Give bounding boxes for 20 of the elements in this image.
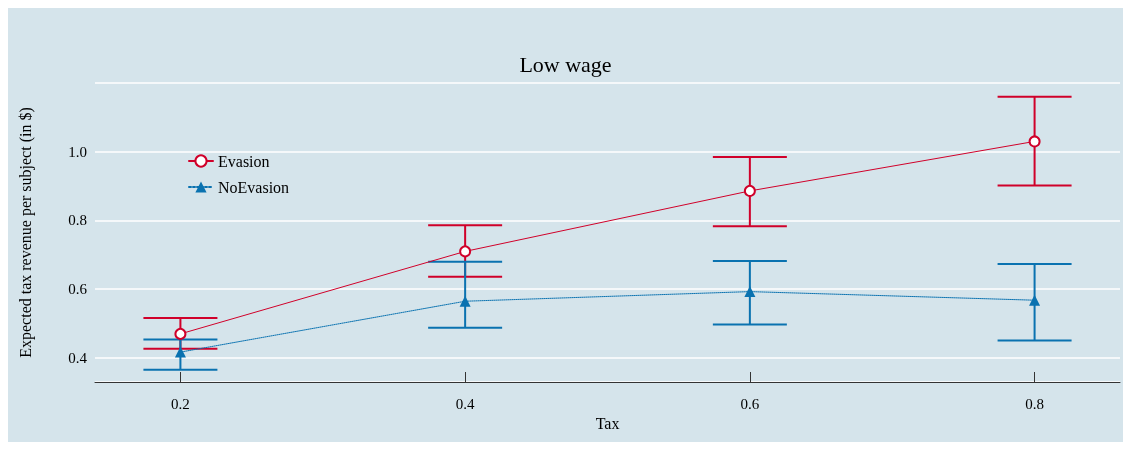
point: [459, 295, 471, 307]
chart-title: Low wage: [519, 51, 612, 77]
point: [459, 245, 472, 258]
point: [174, 327, 187, 340]
point: [743, 184, 756, 197]
point: [1028, 135, 1041, 148]
x-tick-label: 0.8: [1025, 395, 1044, 412]
y-axis-title: Expected tax revenue per subject (in $): [16, 107, 35, 358]
y-tick-label: 0.8: [68, 212, 87, 229]
point: [174, 346, 186, 358]
legend-label: Evasion: [218, 152, 270, 170]
x-tick-label: 0.4: [455, 395, 476, 412]
x-axis-title: Tax: [595, 415, 620, 433]
y-tick-label: 0.4: [68, 349, 88, 366]
x-tick-label: 0.6: [740, 395, 760, 412]
point: [744, 286, 756, 298]
legend-label: NoEvasion: [218, 178, 290, 196]
y-tick-label: 0.6: [68, 281, 88, 298]
y-tick-label: 1.0: [68, 143, 87, 160]
x-tick-label: 0.2: [171, 395, 190, 412]
